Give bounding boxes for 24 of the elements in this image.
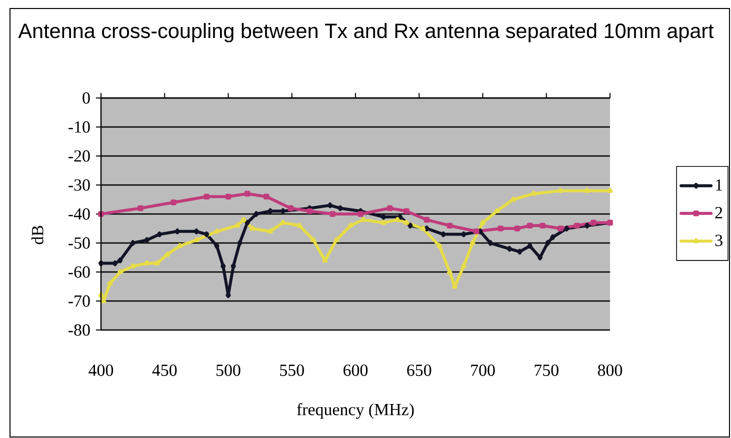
- x-tick-label: 400: [88, 364, 114, 376]
- x-tick-label: 450: [152, 364, 177, 376]
- y-tick-label: -50: [68, 237, 90, 249]
- legend-label: 3: [715, 234, 722, 246]
- y-tick-label: -70: [68, 295, 90, 307]
- x-axis-title: frequency (MHz): [297, 403, 414, 419]
- y-tick-label: -30: [68, 179, 90, 191]
- x-tick-label: 650: [407, 364, 432, 376]
- x-tick-label: 800: [598, 364, 622, 376]
- y-tick-label: 0: [82, 92, 90, 104]
- legend-label: 1: [716, 179, 722, 191]
- x-tick-label: 500: [216, 364, 240, 376]
- y-axis-title: dB: [31, 226, 44, 244]
- chart-title: Antenna cross-coupling between Tx and Rx antenna separated 10mm apart: [18, 22, 714, 42]
- y-tick-label: -40: [68, 208, 90, 220]
- x-tick-label: 700: [471, 364, 495, 376]
- x-tick-label: 550: [280, 364, 304, 376]
- y-tick-label: -10: [68, 121, 90, 133]
- y-tick-label: -20: [68, 150, 90, 162]
- x-tick-label: 750: [534, 364, 558, 376]
- y-tick-label: -80: [68, 324, 90, 336]
- x-tick-label: 600: [344, 364, 368, 376]
- y-tick-label: -60: [68, 266, 90, 278]
- legend-label: 2: [715, 207, 722, 218]
